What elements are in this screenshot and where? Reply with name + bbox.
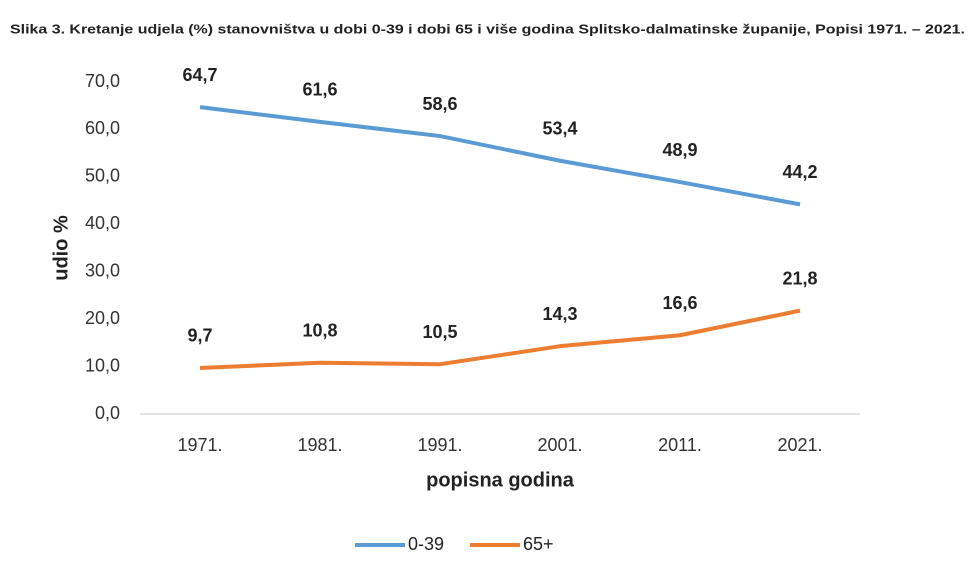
x-tick-label: 1981. — [297, 435, 342, 455]
y-tick-label: 10,0 — [85, 355, 120, 375]
chart-title: Slika 3. Kretanje udjela (%) stanovništv… — [10, 21, 965, 36]
y-tick-label: 30,0 — [85, 260, 120, 280]
data-label: 21,8 — [782, 268, 817, 288]
y-tick-label: 0,0 — [95, 403, 120, 423]
y-tick-label: 50,0 — [85, 166, 120, 186]
legend-label: 65+ — [523, 534, 554, 554]
x-tick-label: 1991. — [417, 435, 462, 455]
series-line — [199, 308, 801, 370]
x-tick-label: 2021. — [777, 435, 822, 455]
series-line — [199, 105, 801, 207]
y-tick-label: 20,0 — [85, 308, 120, 328]
data-label: 53,4 — [542, 118, 577, 138]
data-label: 10,5 — [422, 322, 457, 342]
x-tick-label: 2001. — [537, 435, 582, 455]
x-axis-label: popisna godina — [426, 469, 575, 491]
data-label: 44,2 — [782, 162, 817, 182]
data-label: 58,6 — [422, 94, 457, 114]
y-tick-label: 40,0 — [85, 213, 120, 233]
x-tick-label: 1971. — [177, 435, 222, 455]
x-tick-label: 2011. — [658, 435, 702, 455]
data-label: 10,8 — [302, 321, 337, 341]
data-label: 9,7 — [187, 326, 212, 346]
data-label: 64,7 — [182, 65, 217, 85]
data-label: 14,3 — [542, 304, 577, 324]
y-tick-label: 70,0 — [85, 71, 120, 91]
y-axis-label: udio % — [50, 215, 72, 281]
data-label: 61,6 — [302, 80, 337, 100]
data-label: 16,6 — [662, 293, 697, 313]
y-tick-label: 60,0 — [85, 118, 120, 138]
legend-label: 0-39 — [408, 534, 444, 554]
data-label: 48,9 — [662, 140, 697, 160]
